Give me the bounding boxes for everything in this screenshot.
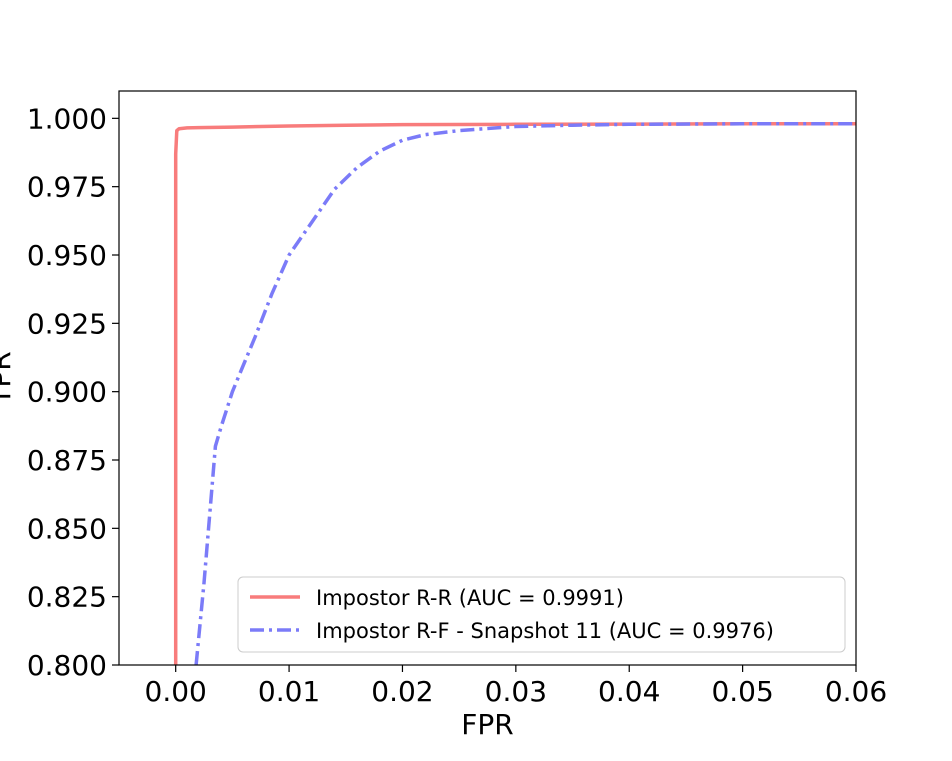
y-tick-label: 0.800: [27, 649, 107, 682]
legend-box: [237, 576, 846, 653]
series-lines: [173, 122, 856, 665]
legend-label-2: Impostor R-F - Snapshot 11 (AUC = 0.9976…: [316, 619, 774, 643]
y-axis-title: TPR: [0, 351, 17, 405]
y-tick-label: 0.850: [27, 512, 107, 545]
x-tick-label: 0.02: [371, 675, 433, 708]
y-axis: 0.800 0.825 0.850 0.875 0.900 0.925 0.950 0.975…: [27, 102, 119, 682]
series-line-1: [173, 122, 856, 665]
y-tick-label: 0.975: [27, 171, 107, 204]
x-tick-label: 0.06: [825, 675, 887, 708]
y-tick-label: 0.950: [27, 239, 107, 272]
x-axis-title: FPR: [461, 708, 513, 741]
y-tick-label: 0.875: [27, 444, 107, 477]
x-tick-label: 0.00: [145, 675, 207, 708]
legend-label-1: Impostor R-R (AUC = 0.9991): [316, 586, 624, 610]
y-tick-label: 0.825: [27, 581, 107, 614]
plot-area: [118, 90, 857, 666]
x-tick-label: 0.01: [258, 675, 320, 708]
plot-frame: [118, 90, 857, 666]
y-tick-label: 0.925: [27, 307, 107, 340]
x-tick-label: 0.05: [711, 675, 773, 708]
y-tick-label: 1.000: [27, 102, 107, 135]
x-tick-label: 0.03: [485, 675, 547, 708]
x-tick-label: 0.04: [598, 675, 660, 708]
legend: Impostor R-R (AUC = 0.9991) Impostor R-F …: [237, 576, 846, 653]
x-axis: 0.00 0.01 0.02 0.03 0.04 0.05 0.06: [145, 665, 887, 708]
series-line-2: [194, 122, 856, 665]
y-tick-label: 0.900: [27, 376, 107, 409]
